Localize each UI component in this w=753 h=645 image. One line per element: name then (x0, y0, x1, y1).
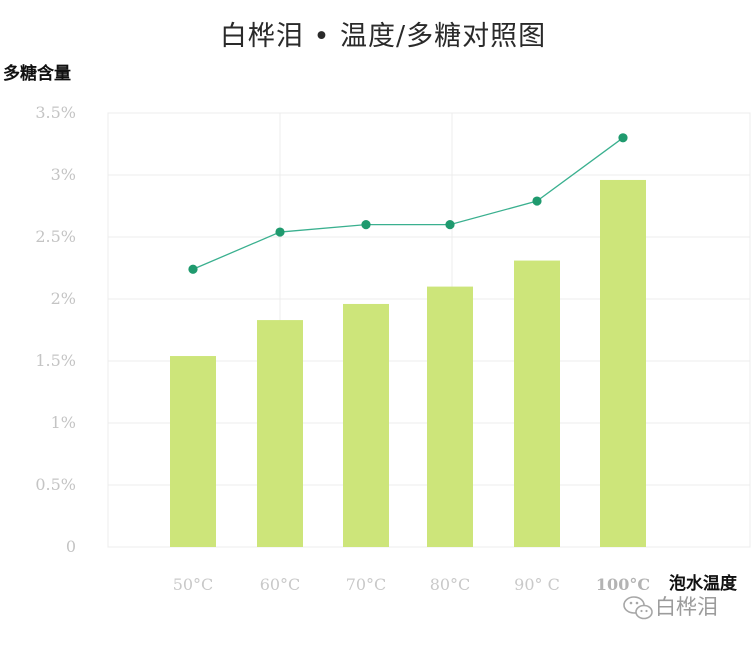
line-point (532, 196, 542, 206)
y-tick-label: 0.5% (35, 475, 76, 494)
line-point (361, 220, 371, 230)
series-line (192, 137, 624, 270)
watermark-text: 白桦泪 (655, 595, 718, 619)
bar (170, 356, 216, 547)
bar (257, 320, 303, 547)
chart-title: 白桦泪 • 温度/多糖对照图 (220, 21, 546, 52)
x-axis-label: 泡水温度 (669, 573, 738, 594)
y-tick-label: 3.5% (35, 103, 76, 122)
bar (600, 179, 646, 547)
x-tick-label: 100°C (596, 575, 650, 594)
y-tick-label: 2% (51, 289, 76, 308)
line-point (445, 220, 455, 230)
line-series (188, 133, 628, 274)
x-tick-label: 50°C (173, 575, 214, 594)
x-tick-label: 70°C (346, 575, 387, 594)
line-point (275, 227, 285, 237)
x-tick-label: 90° C (514, 575, 560, 594)
bar-series (170, 179, 646, 547)
y-axis-label: 多糖含量 (3, 63, 71, 84)
watermark: 白桦泪 (623, 595, 718, 620)
wechat-icon (623, 596, 653, 620)
line-point (618, 133, 628, 143)
x-tick-label: 80°C (430, 575, 471, 594)
y-tick-label: 1.5% (35, 351, 76, 370)
bar (343, 303, 389, 547)
x-tick-label: 60°C (260, 575, 301, 594)
bar (427, 286, 473, 547)
x-axis-ticks: 50°C 60°C 70°C 80°C 90° C 100°C (173, 575, 650, 594)
y-tick-label: 2.5% (35, 227, 76, 246)
bar (514, 260, 560, 547)
line-point (188, 264, 198, 274)
y-tick-label: 1% (51, 413, 76, 432)
y-tick-label: 0 (66, 537, 76, 556)
y-tick-label: 3% (51, 165, 76, 184)
y-axis-ticks: 0 0.5% 1% 1.5% 2% 2.5% 3% 3.5% (35, 103, 76, 556)
